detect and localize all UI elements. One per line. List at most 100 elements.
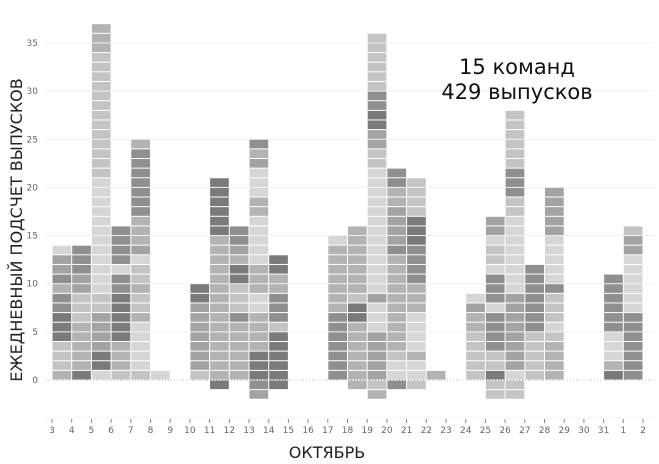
bar-segment	[91, 370, 111, 380]
bar-segment	[190, 361, 210, 370]
bar-segment	[407, 245, 426, 255]
bar-segment	[407, 236, 426, 245]
bar-segment	[367, 332, 387, 341]
bar-segment	[387, 341, 407, 351]
bar-segment	[387, 361, 407, 370]
bar-segment	[623, 245, 643, 255]
bar-segment	[328, 370, 347, 380]
y-tick-label: 10	[27, 280, 39, 290]
bar-segment	[485, 303, 505, 313]
bar-segment	[604, 303, 623, 313]
bar-segment	[190, 332, 210, 341]
bar-segment	[328, 284, 347, 293]
bar-segment	[367, 313, 387, 322]
bar-segment	[525, 370, 544, 380]
bar-segment	[545, 274, 564, 284]
bar-segment	[387, 236, 407, 245]
bar-segment	[407, 226, 426, 236]
y-axis-label: ЕЖЕДНЕВНЫЙ ПОДСЧЕТ ВЫПУСКОВ	[7, 78, 26, 381]
bar-segment	[407, 187, 426, 197]
bar-segment	[249, 274, 269, 284]
bar-segment	[367, 370, 387, 380]
x-tick-label: 17	[322, 426, 333, 436]
bar-segment	[367, 120, 387, 130]
bar-segment	[131, 284, 150, 293]
x-tick-label: 1	[620, 426, 626, 436]
bar-segment	[623, 313, 643, 322]
bar-segment	[249, 361, 269, 370]
bar-segment	[387, 303, 407, 313]
bar-segment	[52, 322, 72, 332]
bar-segment	[328, 255, 347, 264]
bar-segment	[466, 351, 485, 361]
bar-segment	[249, 207, 269, 216]
bar-segment	[72, 351, 91, 361]
bar-segment	[387, 245, 407, 255]
bar-segment	[426, 370, 446, 380]
bar-segment	[210, 274, 229, 284]
bar-segment	[269, 255, 288, 264]
bar-segment	[623, 255, 643, 264]
bar-segment	[249, 187, 269, 197]
bar-segment	[72, 303, 91, 313]
bar-segment	[111, 313, 131, 322]
bar-segment	[505, 351, 525, 361]
bar-segment	[249, 216, 269, 226]
bar-segment	[485, 264, 505, 274]
bar-segment	[210, 303, 229, 313]
bar-segment	[545, 332, 564, 341]
bar-segment	[91, 168, 111, 178]
bar-segment	[505, 149, 525, 159]
bar-segment	[623, 361, 643, 370]
bar-segment	[269, 293, 288, 303]
bar-segment	[131, 332, 150, 341]
x-tick-label: 18	[342, 426, 354, 436]
bar-segment	[131, 370, 150, 380]
bar-segment	[367, 43, 387, 53]
bar-segment	[91, 207, 111, 216]
bar-segment	[91, 216, 111, 226]
bar-segment	[111, 303, 131, 313]
bar-segment	[407, 207, 426, 216]
bar-segment	[131, 168, 150, 178]
bar-segment	[387, 332, 407, 341]
y-tick-label: 30	[27, 87, 39, 97]
bar-segment	[229, 236, 249, 245]
bar-segment	[131, 341, 150, 351]
bar-segment	[229, 370, 249, 380]
bar-segment	[407, 274, 426, 284]
bar-segment	[466, 361, 485, 370]
bar-segment	[210, 351, 229, 361]
bar-segment	[485, 361, 505, 370]
bar-segment	[367, 33, 387, 43]
bar-segment	[269, 380, 288, 390]
bar-segment	[505, 226, 525, 236]
bar-segment	[72, 361, 91, 370]
bar-segment	[91, 24, 111, 33]
bar-segment	[466, 293, 485, 303]
bar-segment	[604, 284, 623, 293]
bar-segment	[91, 322, 111, 332]
bar-segment	[210, 216, 229, 226]
x-tick-label: 4	[69, 426, 75, 436]
bar-segment	[111, 293, 131, 303]
x-tick-label: 3	[49, 426, 55, 436]
bar-segment	[485, 322, 505, 332]
bar-segment	[623, 264, 643, 274]
bar-segment	[485, 293, 505, 303]
bar-segment	[545, 226, 564, 236]
bar-segment	[367, 101, 387, 110]
bar-segment	[249, 255, 269, 264]
bar-segment	[91, 274, 111, 284]
bar-segment	[210, 207, 229, 216]
bar-segment	[269, 274, 288, 284]
bar-segment	[348, 264, 367, 274]
bar-segment	[367, 81, 387, 91]
bar-segment	[505, 110, 525, 120]
bar-segment	[505, 341, 525, 351]
bar-segment	[249, 351, 269, 361]
bar-segment	[210, 245, 229, 255]
y-tick-label: 25	[27, 135, 38, 145]
bar-segment	[623, 322, 643, 332]
x-tick-label: 10	[184, 426, 196, 436]
